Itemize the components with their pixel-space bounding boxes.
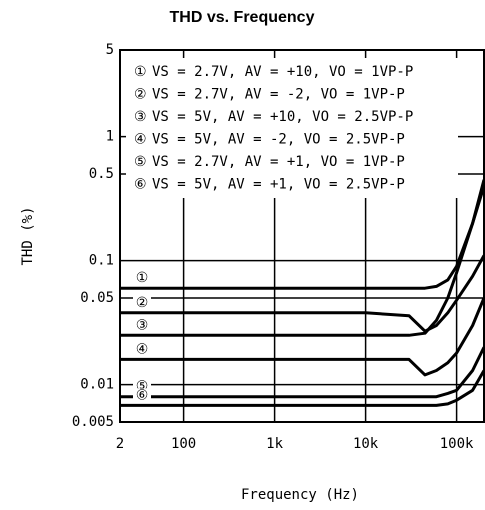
curve-label: ①: [136, 270, 149, 286]
x-tick-label: 100k: [440, 436, 474, 452]
curve-label-bg: [133, 342, 151, 357]
legend-marker: ①: [134, 64, 147, 80]
chart-title: THD vs. Frequency: [170, 9, 315, 26]
x-tick-label: 100: [171, 436, 196, 452]
legend-entry: VS = 5V, AV = +10, VO = 2.5VP-P: [152, 109, 413, 125]
curve-label: ④: [136, 341, 149, 357]
legend-entry: VS = 2.7V, AV = +10, VO = 1VP-P: [152, 64, 413, 80]
curve-label: ⑥: [136, 387, 149, 403]
y-tick-label: 0.01: [80, 377, 114, 393]
y-tick-label: 0.05: [80, 290, 114, 306]
legend-marker: ③: [134, 109, 147, 125]
curve-label-bg: [133, 295, 151, 310]
y-tick-label: 1: [106, 129, 114, 145]
legend-entry: VS = 2.7V, AV = +1, VO = 1VP-P: [152, 154, 405, 170]
legend-box: [126, 58, 458, 198]
y-axis-label: THD (%): [20, 206, 36, 265]
series-line: [120, 369, 485, 407]
legend-marker: ④: [134, 132, 147, 148]
series-line: [120, 346, 485, 399]
x-tick-label: 2: [116, 436, 124, 452]
curve-label-bg: [133, 318, 151, 333]
y-tick-label: 0.005: [72, 414, 114, 430]
x-axis-label: Frequency (Hz): [241, 487, 359, 503]
series-line: [120, 297, 485, 377]
legend: ① VS = 2.7V, AV = +10, VO = 1VP-P ② VS = 2.…: [126, 58, 458, 198]
y-tick-label: 0.1: [89, 253, 114, 269]
x-tick-label: 10k: [353, 436, 379, 452]
y-tick-label: 0.5: [89, 166, 114, 182]
curve-label-bg: [133, 271, 151, 286]
legend-marker: ⑥: [134, 177, 147, 193]
series-line: [120, 185, 485, 337]
x-tick-label: 1k: [266, 436, 283, 452]
curve-label-bg: [133, 388, 151, 403]
legend-marker: ⑤: [134, 154, 147, 170]
legend-marker: ②: [134, 87, 147, 103]
curve-label: ②: [136, 295, 149, 311]
legend-entry: VS = 5V, AV = -2, VO = 2.5VP-P: [152, 132, 405, 148]
curve-label: ③: [136, 317, 149, 333]
legend-entry: VS = 5V, AV = +1, VO = 2.5VP-P: [152, 177, 405, 193]
legend-entry: VS = 2.7V, AV = -2, VO = 1VP-P: [152, 87, 405, 103]
y-tick-label: 5: [106, 42, 114, 58]
